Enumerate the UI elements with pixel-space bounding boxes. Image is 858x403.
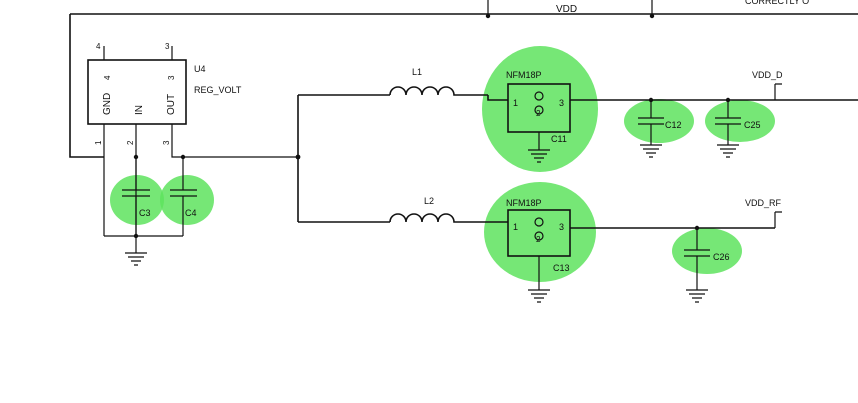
highlight-c26 [672,228,742,274]
c26-ref: C26 [713,252,730,262]
u4-gnd-pin-label: GND [102,93,113,115]
u4-gnd-pin-number: 4 [103,75,112,80]
u4-ref: U4 [194,64,206,74]
highlight-c11 [482,46,598,172]
u4-pin-top-right: 3 [165,42,170,51]
highlight-c3 [110,175,164,225]
capacitor-c4: C4 [170,157,197,236]
u4-pin-top-left: 4 [96,42,101,51]
c25-ref: C25 [744,120,761,130]
capacitor-c3: C3 [122,157,151,236]
u4-out-pin-number: 3 [167,75,176,80]
net-vdd-rf: VDD_RF [745,198,782,228]
l2-ref: L2 [424,196,434,206]
highlights [110,46,775,282]
vdd-rf-label: VDD_RF [745,198,782,208]
u4-value: REG_VOLT [194,85,242,95]
capacitor-c25: C25 [715,97,761,158]
capacitor-c26: C26 [684,225,730,303]
highlight-c25 [705,100,775,142]
c13-pin2: 2 [536,235,541,244]
inductor-l1: L1 [389,67,488,96]
vdd-d-label: VDD_D [752,70,783,80]
c11-part: NFM18P [506,70,542,80]
c11-pin2: 2 [536,109,541,118]
c3-ref: C3 [139,208,151,218]
vdd-label: VDD [556,4,577,15]
c11-ref: C11 [551,134,567,144]
u4-ground [104,233,183,266]
c11-pin3: 3 [559,98,564,108]
highlight-c12 [624,99,694,143]
u4-body [87,59,187,125]
u4-out-pin-label: OUT [166,94,177,115]
junction-bus [295,94,390,223]
filter-c11: NFM18P 1 3 2 C11 [487,70,858,163]
u4-pin-bottom-2: 2 [126,140,135,145]
c11-pin1: 1 [513,98,518,108]
filter-c13: NFM18P 1 3 2 C13 [506,198,775,303]
u4-in-pin-label: IN [134,105,145,115]
u4-regulator: 4 3 GND 4 IN OUT 3 U4 REG_VOLT 1 2 3 [87,42,298,236]
c13-pin3: 3 [559,222,564,232]
l1-ref: L1 [412,67,422,77]
u4-pin-bottom-3: 3 [162,140,171,145]
net-vdd-d: VDD_D [752,70,783,100]
c13-part: NFM18P [506,198,542,208]
c13-ref: C13 [553,263,570,273]
c13-pin1: 1 [513,222,518,232]
c4-ref: C4 [185,208,197,218]
c12-ref: C12 [665,120,682,130]
capacitor-c12: C12 [638,97,682,158]
vdd-top-rail: VDD CORRECTLY O [69,0,858,158]
highlight-c4 [160,175,214,225]
inductor-l2: L2 [389,196,508,223]
cut-off-text: CORRECTLY O [745,0,809,6]
u4-pin-bottom-1: 1 [94,140,103,145]
